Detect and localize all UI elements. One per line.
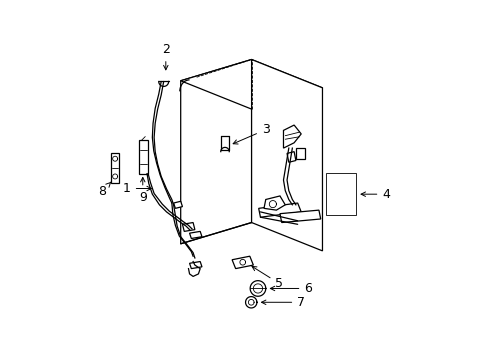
Polygon shape [232, 256, 253, 269]
Polygon shape [173, 201, 182, 208]
Polygon shape [279, 210, 320, 222]
Polygon shape [181, 59, 251, 244]
Text: 2: 2 [162, 43, 169, 70]
Polygon shape [283, 125, 301, 148]
Text: 4: 4 [360, 188, 389, 201]
Polygon shape [182, 222, 195, 231]
Bar [111, 153, 119, 183]
Text: 9: 9 [139, 177, 146, 203]
Text: 8: 8 [98, 182, 111, 198]
Text: 6: 6 [270, 282, 312, 295]
Bar [138, 140, 148, 174]
Text: 5: 5 [251, 266, 283, 290]
Polygon shape [189, 231, 202, 238]
Text: 1: 1 [122, 182, 151, 195]
Polygon shape [189, 261, 202, 269]
Bar [325, 173, 355, 215]
Polygon shape [264, 196, 285, 210]
Polygon shape [181, 59, 322, 109]
Bar [295, 148, 304, 159]
Text: 3: 3 [233, 123, 269, 144]
Polygon shape [258, 203, 301, 217]
Polygon shape [251, 59, 322, 251]
Polygon shape [286, 152, 295, 162]
Text: 7: 7 [261, 296, 305, 309]
